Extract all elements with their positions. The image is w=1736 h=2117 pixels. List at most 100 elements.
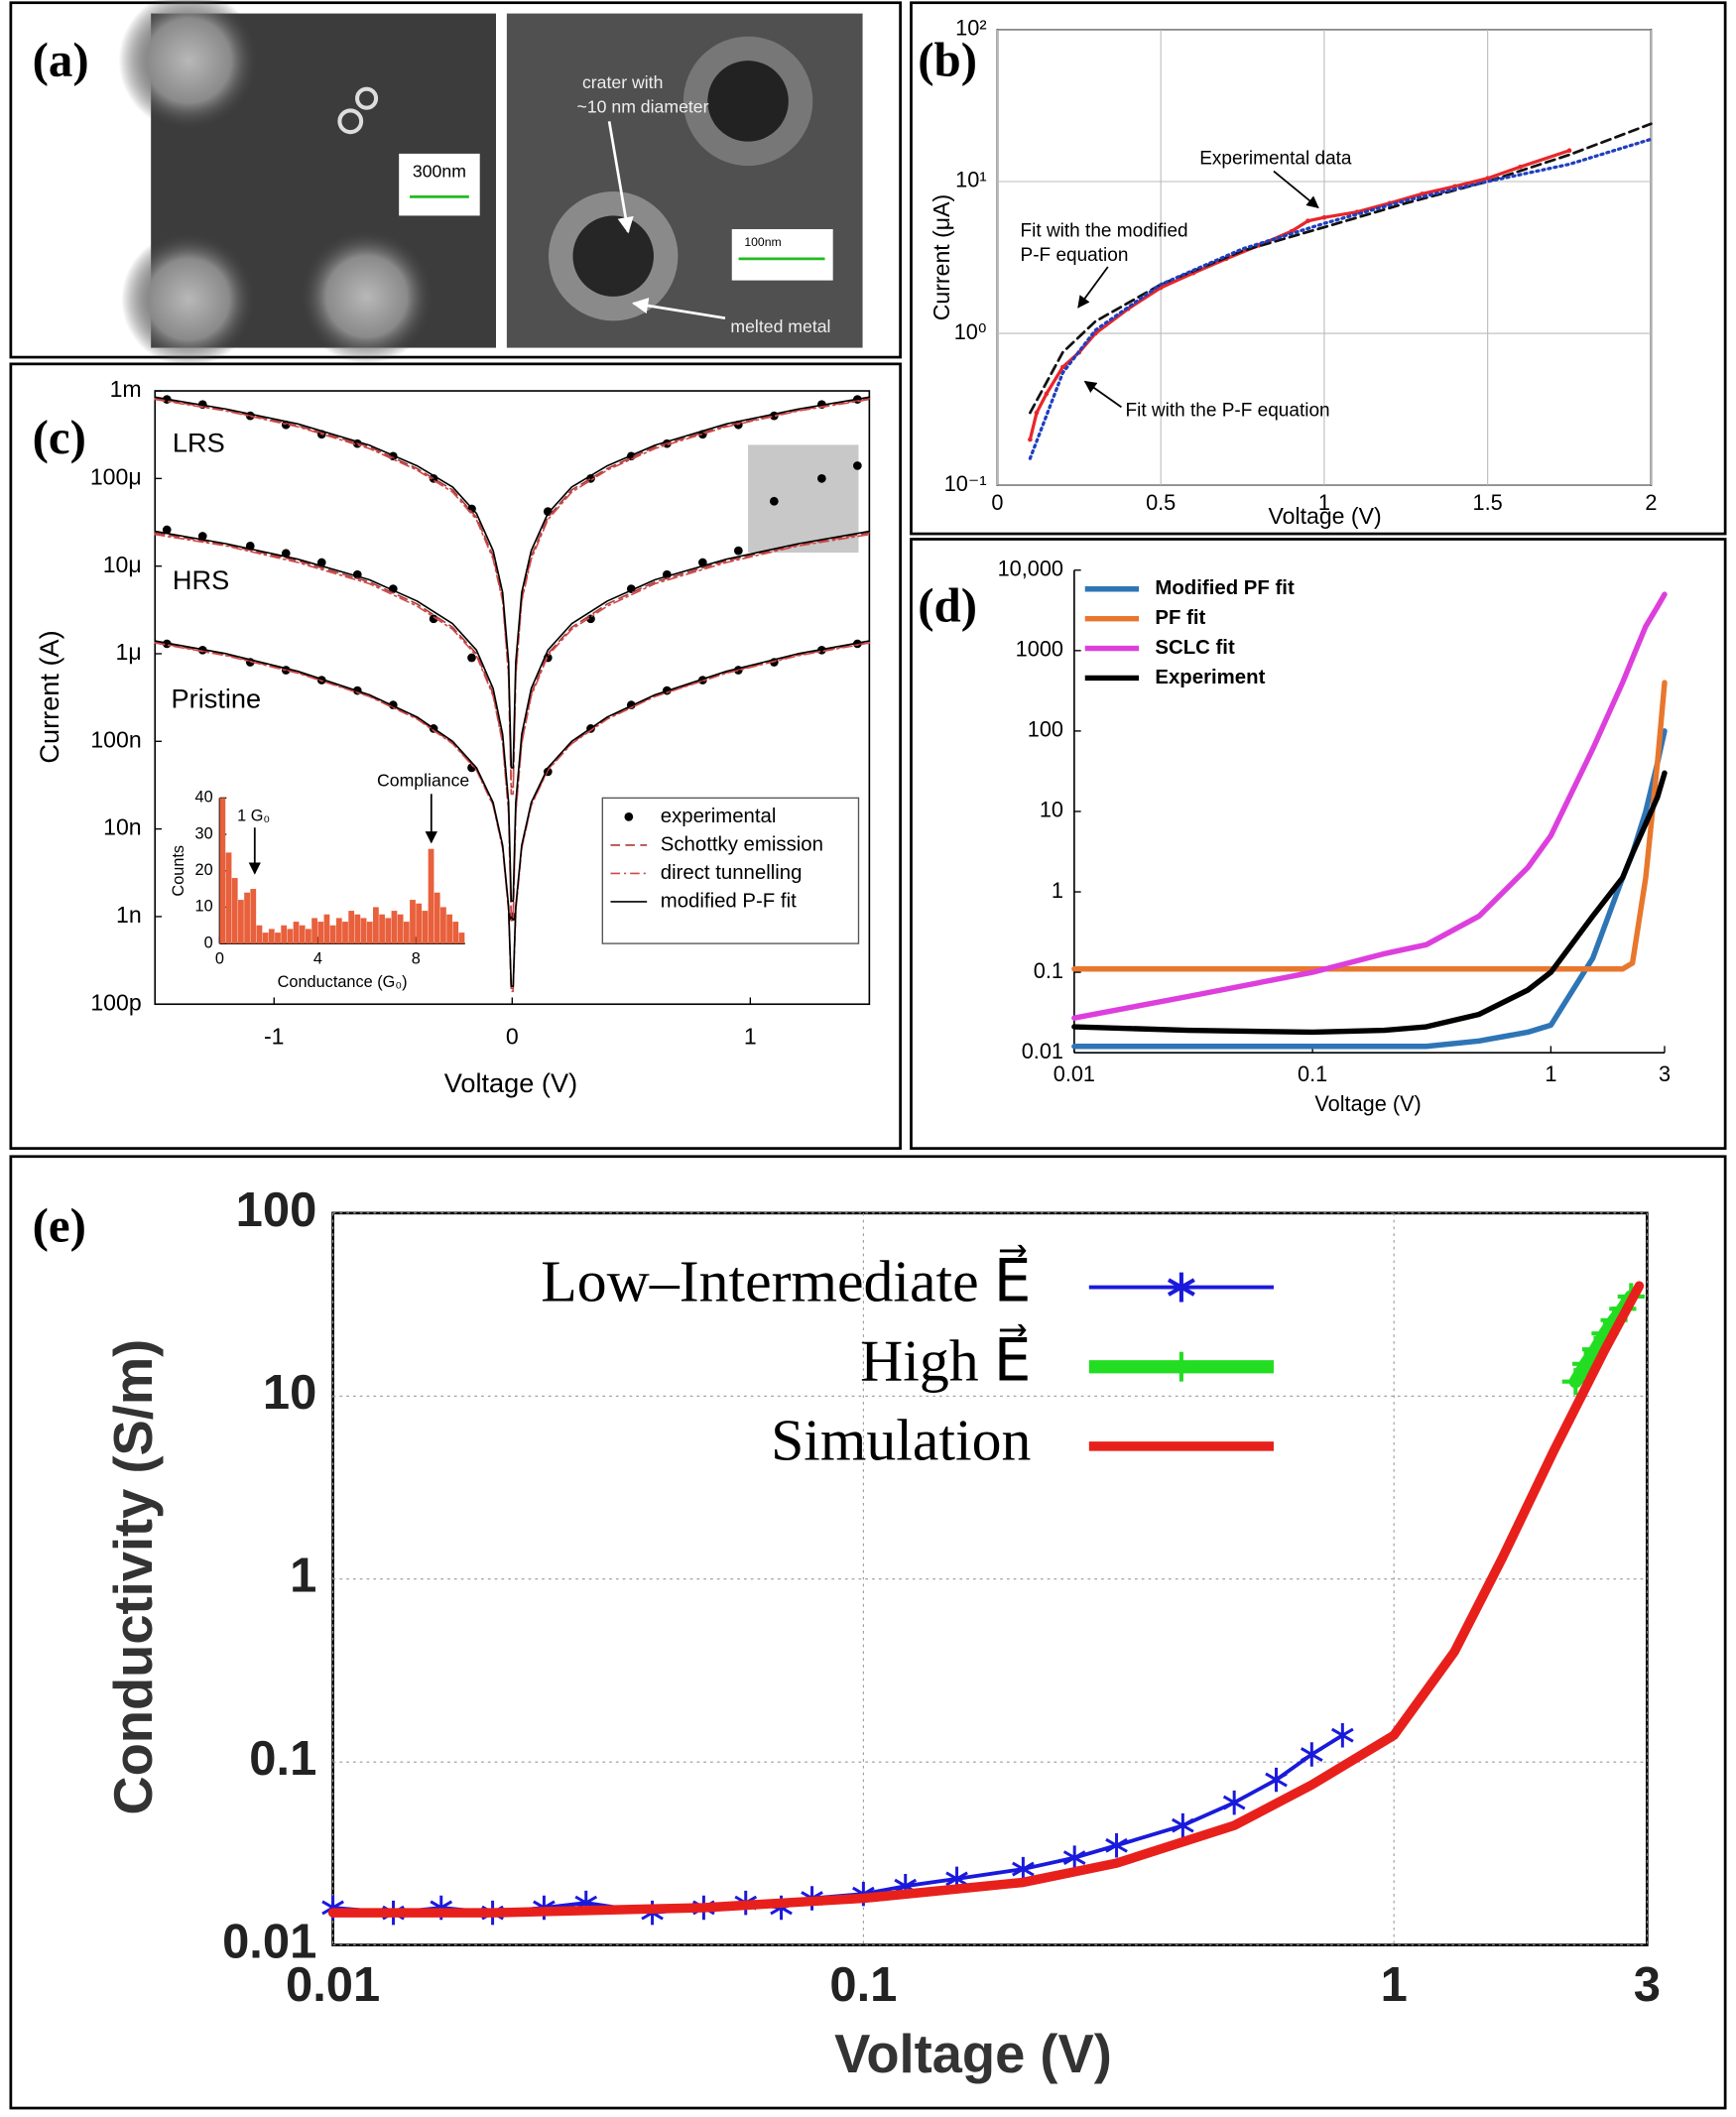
histogram-bar <box>299 925 306 944</box>
data-point <box>1305 218 1310 224</box>
histogram-bar <box>379 914 385 944</box>
data-point <box>1012 1856 1035 1882</box>
data-point <box>1172 1812 1194 1838</box>
x-tick-label: 0 <box>991 490 1003 515</box>
y-tick-label: 100 <box>1028 717 1063 742</box>
state-label: HRS <box>173 564 229 595</box>
series-line <box>154 642 871 993</box>
x-axis-label: Voltage (V) <box>1269 503 1382 529</box>
series-line <box>154 396 871 769</box>
y-tick-label: 0.01 <box>222 1916 316 1969</box>
y-tick-label: 1 <box>290 1550 316 1603</box>
y-tick-label: 1n <box>116 902 142 928</box>
histogram-bar <box>458 933 465 944</box>
data-point <box>162 525 172 535</box>
x-tick-label: 8 <box>412 950 421 968</box>
arrow <box>1273 170 1319 209</box>
legend-label: Low–Intermediate E⃗ <box>541 1244 1031 1313</box>
y-axis-label: Current (μA) <box>929 194 954 320</box>
histogram-bar <box>293 922 300 944</box>
panel-label: (a) <box>33 32 89 86</box>
blob <box>299 228 434 364</box>
x-axis-label: Voltage (V) <box>834 2024 1112 2084</box>
panel-frame <box>9 362 902 1150</box>
x-axis-label: Voltage (V) <box>1314 1091 1421 1116</box>
legend-swatch <box>624 812 634 821</box>
y-tick-label: 10¹ <box>955 168 986 192</box>
x-tick-label: 2 <box>1645 490 1657 515</box>
y-tick-label: 10,000 <box>998 556 1063 580</box>
histogram-bar <box>348 911 355 944</box>
series-line <box>1071 591 1668 1021</box>
legend-label: experimental <box>661 806 777 827</box>
histogram-bar <box>428 848 434 944</box>
histogram-bar <box>403 922 410 944</box>
state-label: Pristine <box>172 684 262 714</box>
data-point <box>1044 391 1050 397</box>
legend-label: High E⃗ <box>860 1324 1031 1394</box>
panel-label: (c) <box>33 410 86 464</box>
micrograph-panel: 300nm crater with ~10 nm diameter 100nm … <box>33 0 863 367</box>
x-tick-label: 3 <box>1659 1061 1671 1086</box>
legend-label: SCLC fit <box>1155 637 1235 659</box>
y-tick-label: 1μ <box>116 639 142 665</box>
legend-label: PF fit <box>1155 607 1205 629</box>
data-point <box>853 461 862 470</box>
x-tick-label: 0.1 <box>1298 1061 1327 1086</box>
histogram-bar <box>306 929 311 944</box>
data-point <box>733 546 743 556</box>
histogram-bar <box>281 925 288 944</box>
data-point <box>1331 1722 1354 1748</box>
histogram-bar <box>434 892 440 944</box>
crater-core <box>707 61 789 142</box>
data-point <box>467 653 476 663</box>
histogram-bar <box>335 918 342 944</box>
series-line <box>154 398 871 796</box>
x-tick-label: 1 <box>1318 490 1330 515</box>
legend-label: Schottky emission <box>661 833 823 855</box>
x-tick-label: 4 <box>313 950 322 968</box>
x-tick-label: 1 <box>744 1023 757 1049</box>
legend-swatch <box>1166 1351 1196 1382</box>
histogram-bar <box>225 852 232 944</box>
histogram-bar <box>440 907 446 944</box>
y-tick-label: 1000 <box>1016 637 1063 662</box>
annotation: ~10 nm diameter <box>577 96 709 116</box>
y-tick-label: 10 <box>1040 798 1063 822</box>
crater-core <box>572 215 654 297</box>
annotation: melted metal <box>730 316 830 336</box>
arrow <box>1083 380 1122 409</box>
data-point <box>1518 164 1523 170</box>
arrow <box>1077 266 1109 309</box>
x-tick-label: 0.01 <box>286 1958 380 2012</box>
panel-frame <box>910 538 1727 1150</box>
annotation: P-F equation <box>1021 245 1129 266</box>
x-tick-label: -1 <box>264 1023 285 1049</box>
data-point <box>1034 410 1040 416</box>
series-line <box>154 532 871 918</box>
scale-box <box>399 153 480 216</box>
series-line <box>1071 728 1668 1050</box>
data-point <box>197 532 207 541</box>
legend-label: modified P-F fit <box>661 890 797 912</box>
panel-frames <box>9 1 1727 2110</box>
x-axis-label: Voltage (V) <box>444 1067 577 1098</box>
annotation: Experimental data <box>1199 148 1352 169</box>
legend-label: direct tunnelling <box>661 862 803 884</box>
histogram-bar <box>268 929 275 944</box>
series-line <box>327 1281 1645 1918</box>
panel-label: (b) <box>918 32 977 86</box>
histogram-bar <box>385 918 392 944</box>
series-line <box>1028 137 1654 460</box>
scale-label: 100nm <box>744 235 781 249</box>
legend-box <box>601 797 860 944</box>
y-tick-label: 100p <box>90 989 141 1015</box>
x-tick-label: 0.01 <box>1054 1061 1095 1086</box>
ring <box>337 108 364 135</box>
data-point <box>1222 1790 1246 1815</box>
y-tick-label: 30 <box>195 824 213 842</box>
histogram-bar <box>238 900 244 944</box>
panel-frame <box>9 1 902 359</box>
y-tick-label: 1 <box>1052 878 1063 903</box>
